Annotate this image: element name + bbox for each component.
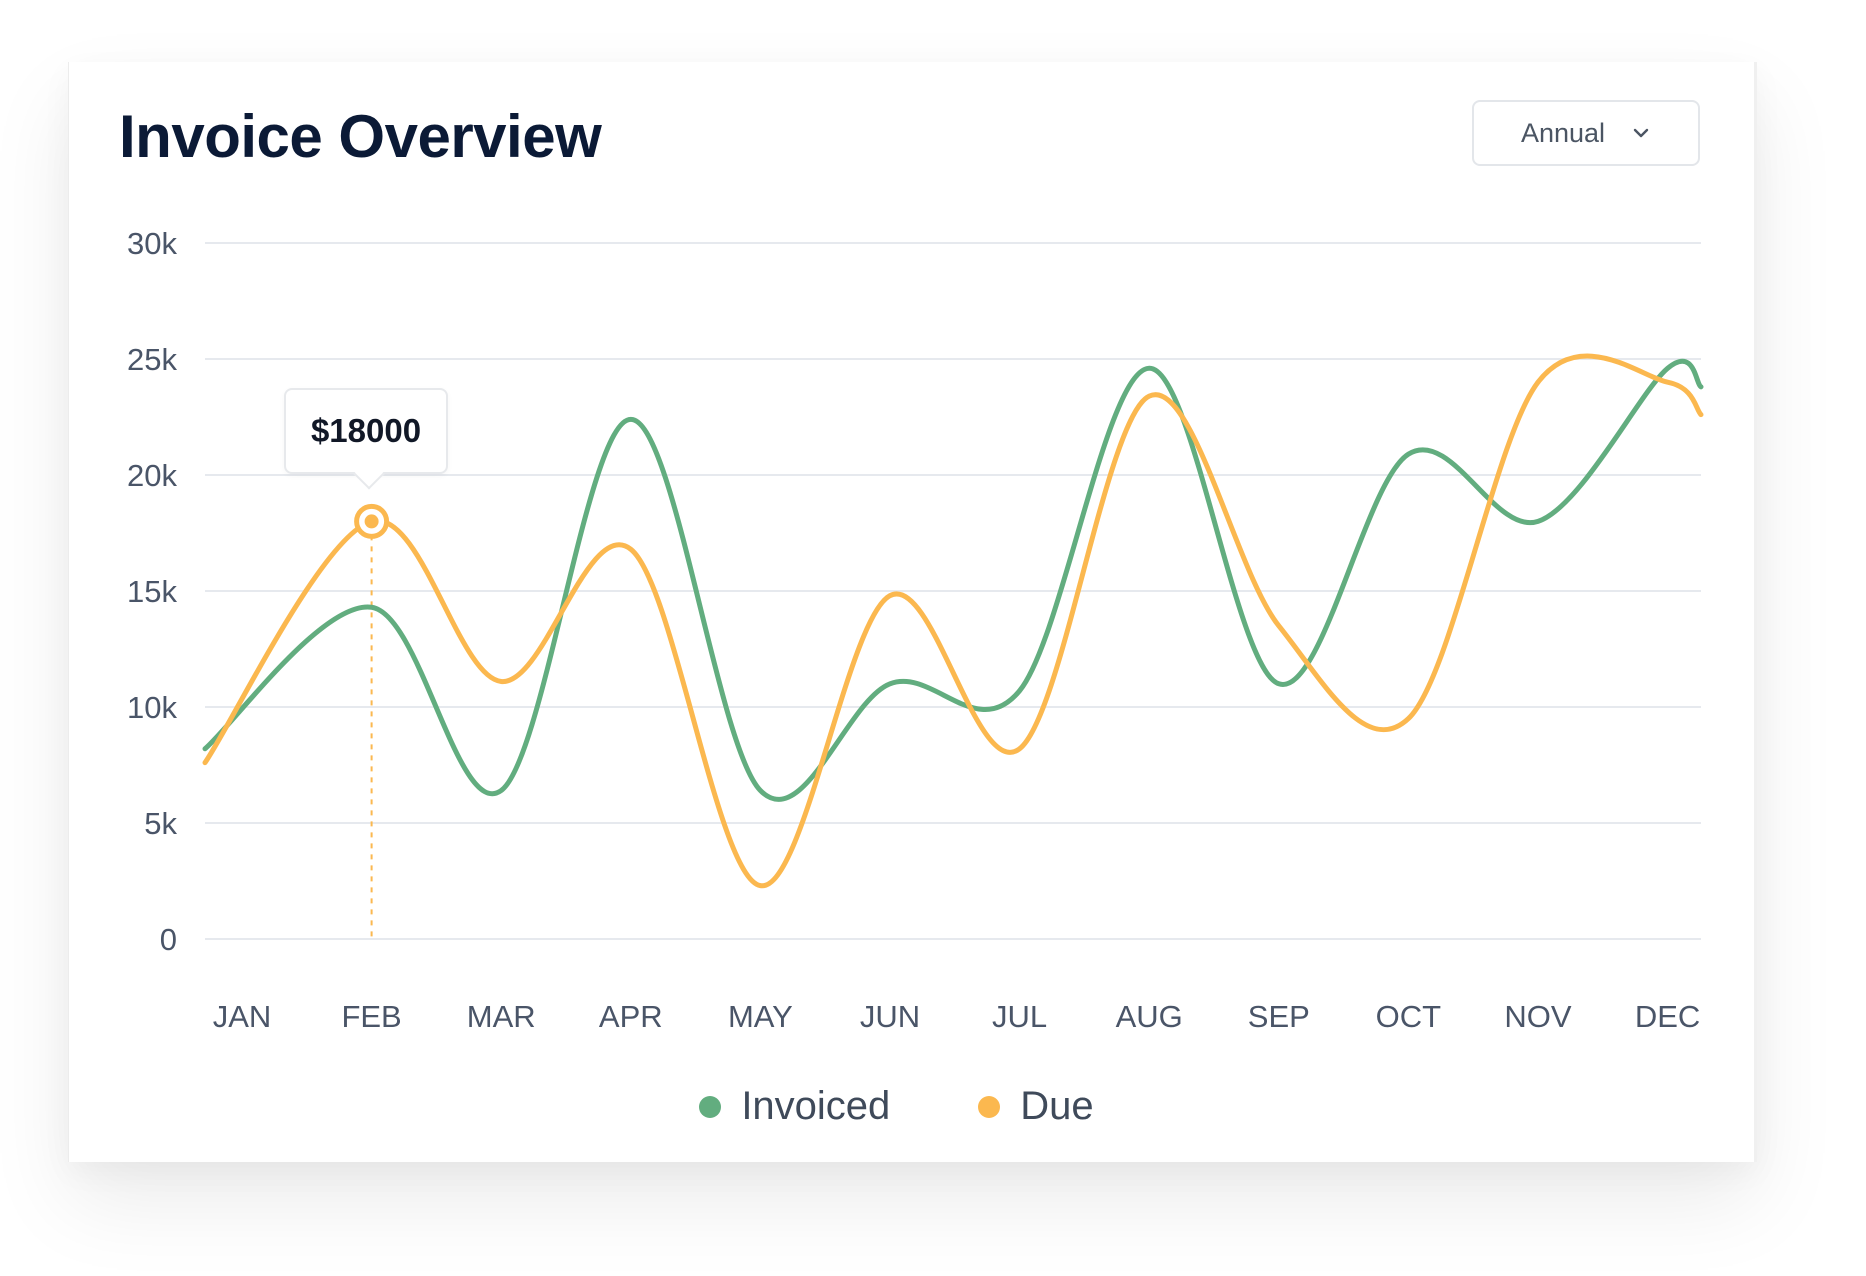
x-tick-label: OCT [1376, 999, 1442, 1034]
y-tick-label: 15k [127, 574, 177, 609]
x-tick-label: JUL [992, 999, 1047, 1034]
line-chart: 0 5k 10k 15k 20k 25k 30k JAN FEB MAR APR MAY JUN JUL A… [127, 226, 1704, 1034]
chart-legend: Invoiced Due [69, 1084, 1754, 1129]
highlight-point-dot [364, 514, 379, 529]
x-tick-label: JAN [213, 999, 272, 1034]
period-dropdown-label: Annual [1520, 117, 1606, 148]
x-tick-label: MAY [728, 999, 793, 1034]
x-tick-label: SEP [1248, 999, 1310, 1034]
legend-label-invoiced: Invoiced [741, 1084, 891, 1128]
legend-item-invoiced[interactable]: Invoiced [699, 1084, 890, 1129]
chart-tooltip: $18000 [284, 388, 448, 490]
y-tick-label: 30k [127, 226, 177, 261]
x-tick-label: AUG [1116, 999, 1183, 1034]
legend-dot-invoiced [699, 1095, 722, 1118]
period-dropdown[interactable]: Annual [1472, 100, 1700, 166]
x-tick-label: NOV [1504, 999, 1572, 1034]
chevron-down-icon [1631, 126, 1651, 140]
x-tick-label: MAR [467, 999, 536, 1034]
invoice-overview-card: Invoice Overview Annual 0 5k 10k 15k 20k 25k 3… [68, 62, 1757, 1162]
legend-dot-due [978, 1095, 1001, 1118]
tooltip-value: $18000 [310, 412, 422, 449]
y-tick-label: 20k [127, 458, 177, 493]
series-line-due [202, 353, 1704, 889]
legend-item-due[interactable]: Due [978, 1084, 1094, 1129]
y-tick-label: 10k [127, 690, 177, 725]
page-title: Invoice Overview [119, 103, 602, 170]
x-tick-label: DEC [1635, 999, 1700, 1034]
legend-label-due: Due [1020, 1084, 1094, 1128]
series-line-invoiced [202, 358, 1704, 802]
x-tick-label: JUN [860, 999, 920, 1034]
x-tick-label: APR [599, 999, 663, 1034]
y-tick-label: 5k [144, 806, 177, 841]
y-tick-label: 25k [127, 342, 177, 377]
x-tick-label: FEB [341, 999, 401, 1034]
y-tick-label: 0 [160, 922, 177, 957]
